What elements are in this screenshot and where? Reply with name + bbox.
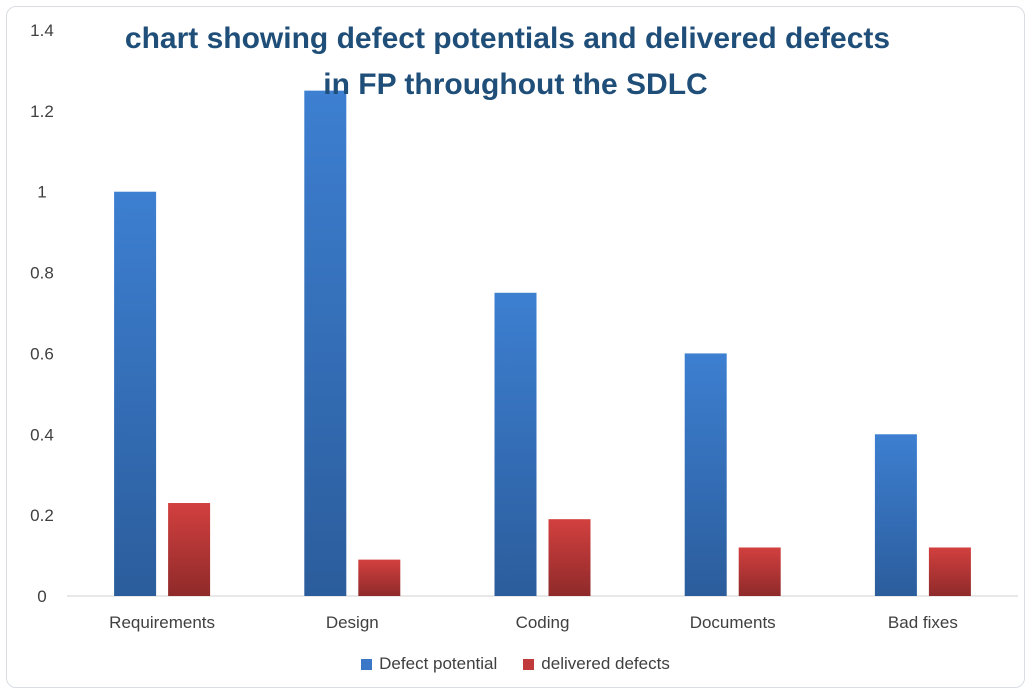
x-tick-label: Documents — [690, 613, 776, 632]
y-tick-label: 1 — [37, 183, 46, 202]
legend-label-defect-potential: Defect potential — [379, 654, 498, 673]
bar-delivered-defects-bad-fixes — [928, 547, 971, 596]
bars-group — [114, 90, 971, 597]
y-tick-label: 1.2 — [30, 102, 54, 121]
legend-label-delivered-defects: delivered defects — [541, 654, 670, 673]
bar-delivered-defects-documents — [738, 547, 781, 596]
y-tick-label: 0.4 — [30, 425, 54, 444]
y-tick-label: 0.2 — [30, 506, 54, 525]
y-tick-label: 0 — [37, 587, 46, 606]
legend-swatch-delivered-defects — [523, 658, 535, 670]
y-tick-label: 0.6 — [30, 344, 54, 363]
legend-item-defect-potential: Defect potential — [361, 654, 497, 674]
x-tick-label: Bad fixes — [888, 613, 958, 632]
bar-defect-potential-requirements — [114, 191, 157, 596]
bar-defect-potential-bad-fixes — [874, 434, 917, 596]
legend-swatch-defect-potential — [361, 658, 373, 670]
bar-delivered-defects-coding — [548, 519, 591, 596]
bar-delivered-defects-requirements — [168, 503, 211, 596]
legend-item-delivered-defects: delivered defects — [523, 654, 670, 674]
x-tick-label: Requirements — [109, 613, 215, 632]
x-tick-label: Coding — [516, 613, 570, 632]
bar-defect-potential-design — [304, 90, 347, 597]
legend: Defect potential delivered defects — [0, 654, 1031, 674]
y-tick-label: 0.8 — [30, 264, 54, 283]
chart-title-line-1: chart showing defect potentials and deli… — [124, 22, 891, 55]
bar-delivered-defects-design — [358, 559, 401, 596]
chart-title-line-2: in FP throughout the SDLC — [323, 68, 708, 101]
y-tick-label: 1.4 — [30, 21, 54, 40]
bar-defect-potential-coding — [494, 292, 537, 596]
x-axis-tick-labels: Requirements Design Coding Documents Bad fix… — [109, 613, 958, 632]
x-tick-label: Design — [326, 613, 379, 632]
bar-defect-potential-documents — [684, 353, 727, 596]
y-axis-tick-labels: 0 0.2 0.4 0.6 0.8 1 1.2 1.4 — [30, 21, 54, 606]
